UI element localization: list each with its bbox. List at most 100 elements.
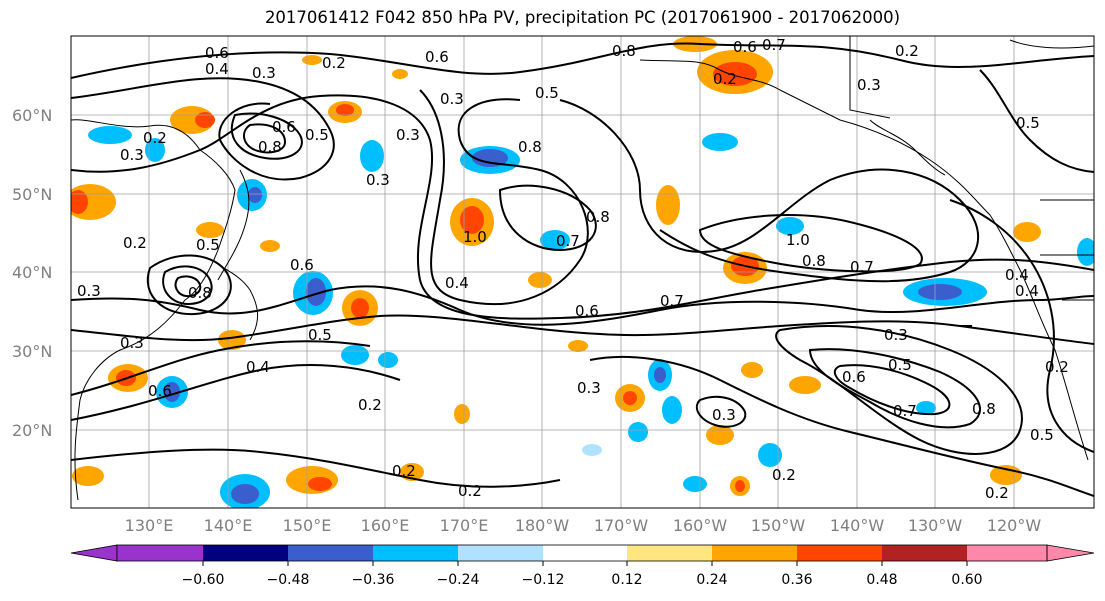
lon-label: 140°W <box>830 516 885 535</box>
colorbar-arrow-left <box>70 544 118 562</box>
contour-label: 0.5 <box>1016 114 1040 132</box>
contour-label: 0.3 <box>857 76 881 94</box>
contour-label: 0.8 <box>612 42 636 60</box>
contour-label: 0.2 <box>985 484 1009 502</box>
contour-label: 0.2 <box>358 396 382 414</box>
colorbar-tick-label: 0.12 <box>611 572 642 588</box>
colorbar-ticks <box>202 561 968 566</box>
colorbar-tick-label: −0.60 <box>182 572 225 588</box>
lat-label: 60°N <box>12 106 52 125</box>
plot-frame <box>70 35 1095 509</box>
colorbar-segment <box>373 545 458 561</box>
colorbar-tick-label: −0.48 <box>267 572 310 588</box>
contour-label: 0.2 <box>123 234 147 252</box>
contour-label: 0.6 <box>290 256 314 274</box>
lon-label: 170°E <box>440 516 489 535</box>
colorbar-tick-label: 0.48 <box>866 572 897 588</box>
colorbar-tick-label: −0.24 <box>437 572 480 588</box>
contour-label: 0.2 <box>143 129 167 147</box>
contour-label: 0.5 <box>196 236 220 254</box>
contour-label: 0.8 <box>586 208 610 226</box>
contour-label: 0.2 <box>895 42 919 60</box>
precipitation-shading <box>71 36 1094 508</box>
contour-label: 0.3 <box>577 379 601 397</box>
contour-label: 0.4 <box>246 358 270 376</box>
contour-label: 0.4 <box>1015 282 1039 300</box>
contour-label: 0.2 <box>458 482 482 500</box>
lon-label: 160°W <box>673 516 728 535</box>
lon-label: 150°W <box>751 516 806 535</box>
lat-label: 40°N <box>12 263 52 282</box>
contour-label: 1.0 <box>463 228 487 246</box>
contour-label: 0.2 <box>1045 358 1069 376</box>
colorbar-segment <box>627 545 712 561</box>
contour-label: 0.5 <box>888 356 912 374</box>
colorbar-segment <box>967 545 1047 561</box>
contour-label: 0.2 <box>322 54 346 72</box>
colorbar-tick-label: 0.36 <box>781 572 812 588</box>
contour-label: 0.3 <box>712 406 736 424</box>
contour-label: 0.8 <box>802 252 826 270</box>
contour-label: 0.8 <box>188 284 212 302</box>
contour-labels: 0.6 0.4 0.3 0.2 0.2 0.6 0.8 0.6 0.7 0.2 … <box>77 36 1069 502</box>
contour-label: 0.3 <box>884 326 908 344</box>
lat-label: 20°N <box>12 421 52 440</box>
latitude-labels: 60°N 50°N 40°N 30°N 20°N <box>12 106 52 440</box>
contour-label: 0.7 <box>762 36 786 54</box>
contour-label: 0.6 <box>842 368 866 386</box>
colorbar-segment <box>712 545 797 561</box>
lon-label: 120°W <box>987 516 1042 535</box>
longitude-labels: 130°E 140°E 150°E 160°E 170°E 180°W 170°… <box>125 516 1042 535</box>
colorbar-tick-label: 0.60 <box>951 572 982 588</box>
colorbar-segment <box>882 545 967 561</box>
contour-label: 1.0 <box>786 231 810 249</box>
contour-label: 0.7 <box>850 258 874 276</box>
contour-label: 0.7 <box>660 292 684 310</box>
contour-label: 0.6 <box>148 382 172 400</box>
colorbar-tick-label: −0.36 <box>352 572 395 588</box>
contour-label: 0.5 <box>535 84 559 102</box>
contour-label: 0.8 <box>972 400 996 418</box>
contour-label: 0.2 <box>772 466 796 484</box>
pv-contours <box>71 42 1094 497</box>
contour-label: 0.3 <box>440 90 464 108</box>
contour-label: 0.6 <box>272 118 296 136</box>
contour-label: 0.7 <box>893 402 917 420</box>
contour-label: 0.3 <box>120 334 144 352</box>
contour-label: 0.3 <box>396 126 420 144</box>
lat-label: 30°N <box>12 342 52 361</box>
contour-label: 0.5 <box>1030 426 1054 444</box>
colorbar-segment <box>117 545 203 561</box>
contour-label: 0.5 <box>308 326 332 344</box>
contour-label: 0.7 <box>556 232 580 250</box>
contour-label: 0.4 <box>445 274 469 292</box>
contour-label: 0.6 <box>425 48 449 66</box>
map-title: 2017061412 F042 850 hPa PV, precipitatio… <box>264 8 901 27</box>
lon-label: 130°E <box>125 516 174 535</box>
contour-label: 0.3 <box>77 282 101 300</box>
lon-label: 180°W <box>515 516 570 535</box>
contour-label: 0.3 <box>252 64 276 82</box>
lon-label: 130°W <box>908 516 963 535</box>
contour-label: 0.2 <box>392 462 416 480</box>
colorbar-arrow-right <box>1046 544 1095 562</box>
contour-label: 0.6 <box>575 302 599 320</box>
contour-label: 0.8 <box>518 138 542 156</box>
colorbar-segment <box>288 545 373 561</box>
lat-label: 50°N <box>12 185 52 204</box>
colorbar-segment <box>458 545 543 561</box>
colorbar-segment <box>797 545 882 561</box>
colorbar-tick-label: 0.24 <box>696 572 727 588</box>
colorbar-tick-label: −0.12 <box>522 572 565 588</box>
contour-label: 0.8 <box>258 138 282 156</box>
contour-label: 0.4 <box>205 60 229 78</box>
colorbar-frame <box>116 544 1048 562</box>
colorbar: −0.60 −0.48 −0.36 −0.24 −0.12 0.12 0.24 … <box>70 544 1095 588</box>
coastlines <box>71 36 1094 501</box>
contour-label: 0.2 <box>713 70 737 88</box>
lon-label: 160°E <box>361 516 410 535</box>
lon-label: 140°E <box>204 516 253 535</box>
contour-label: 0.3 <box>366 171 390 189</box>
lon-label: 170°W <box>594 516 649 535</box>
